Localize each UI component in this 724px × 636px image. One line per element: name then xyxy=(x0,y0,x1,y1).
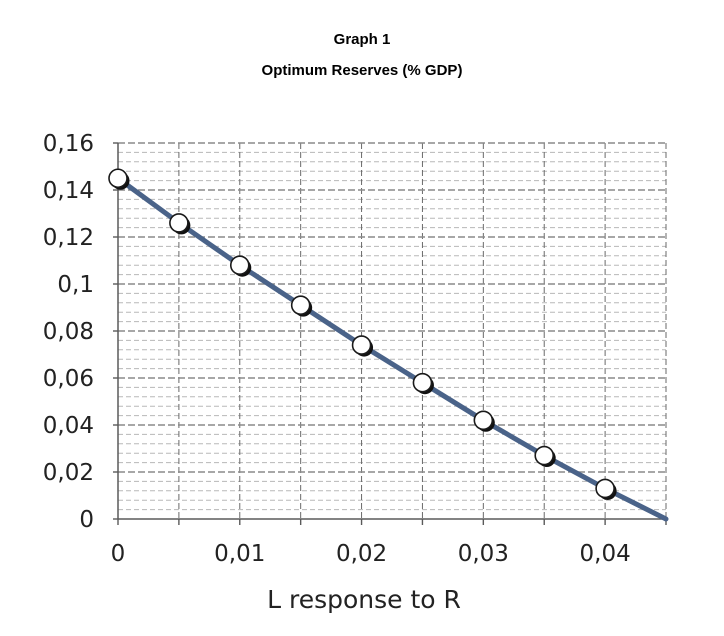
series-line xyxy=(115,175,669,522)
y-tick-label: 0,08 xyxy=(43,319,94,345)
x-tick-label: 0,02 xyxy=(336,541,387,567)
minor-gridlines xyxy=(118,143,667,519)
data-series xyxy=(108,168,669,522)
data-point xyxy=(169,213,189,233)
x-axis-title: L response to R xyxy=(267,585,461,614)
axes xyxy=(113,142,667,525)
x-tick-label: 0,04 xyxy=(580,541,631,567)
y-tick-label: 0,1 xyxy=(57,272,94,298)
y-tick-label: 0,02 xyxy=(43,460,94,486)
x-tick-labels: 0 0,01 0,02 0,03 0,04 xyxy=(111,541,631,567)
data-point xyxy=(595,478,615,499)
data-point xyxy=(534,445,555,466)
y-tick-label: 0,04 xyxy=(43,413,94,439)
data-point xyxy=(412,372,433,393)
y-tick-label: 0,12 xyxy=(43,225,94,251)
y-tick-label: 0 xyxy=(79,507,94,533)
data-point xyxy=(351,335,372,355)
data-point xyxy=(108,168,128,189)
major-gridlines xyxy=(118,142,666,473)
y-tick-labels: 0 0,02 0,04 0,06 0,08 0,1 0,12 0,14 0,16 xyxy=(43,131,94,533)
chart-subtitle: Optimum Reserves (% GDP) xyxy=(261,62,463,79)
y-tick-label: 0,16 xyxy=(43,131,94,157)
x-tick-label: 0,01 xyxy=(214,541,265,567)
data-point xyxy=(290,295,311,315)
data-point xyxy=(473,410,494,431)
y-tick-label: 0,06 xyxy=(43,366,94,392)
x-tick-label: 0 xyxy=(111,541,126,567)
data-point xyxy=(229,255,250,276)
x-tick-label: 0,03 xyxy=(458,541,509,567)
chart-title: Graph 1 xyxy=(333,31,391,48)
y-tick-label: 0,14 xyxy=(43,178,94,204)
